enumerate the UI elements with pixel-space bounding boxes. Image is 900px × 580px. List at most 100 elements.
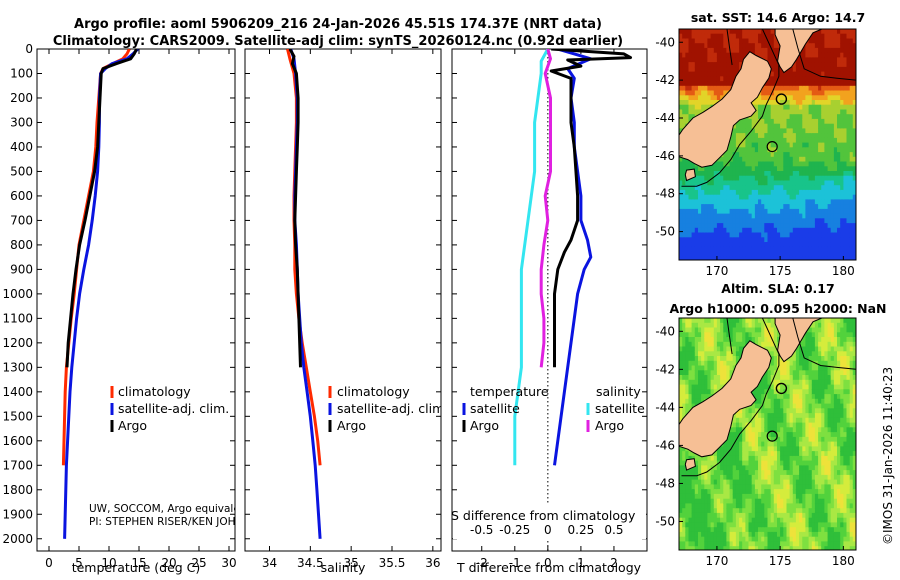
sst-cell [808, 47, 813, 54]
sst-cell [811, 251, 816, 257]
sst-cell [830, 237, 835, 243]
sla-cell [698, 346, 702, 352]
sst-cell [821, 246, 825, 252]
sst-cell [729, 43, 734, 49]
sla-cell [679, 527, 683, 533]
sla-cell [713, 460, 718, 466]
sst-cell [694, 33, 699, 39]
sst-cell [795, 185, 800, 191]
sst-cell [852, 109, 856, 115]
sst-cell [852, 194, 856, 200]
depth-tick-label: 1400 [2, 385, 33, 399]
sla-cell [758, 498, 762, 505]
sst-cell [764, 137, 769, 144]
sst-cell [824, 66, 829, 73]
sla-cell [704, 327, 709, 333]
sla-cell [707, 465, 712, 471]
sst-cell [827, 123, 832, 129]
sst-map-frame [678, 28, 857, 261]
sst-cell [773, 189, 778, 196]
sst-cell [843, 33, 848, 39]
sla-cell [758, 436, 762, 443]
sst-cell [818, 152, 822, 158]
sla-cell [707, 460, 712, 466]
sst-cell [852, 208, 856, 215]
sla-cell [735, 517, 740, 524]
sst-cell [827, 227, 832, 234]
sla-cell [716, 465, 721, 471]
sst-cell [780, 81, 784, 87]
sla-cell [783, 408, 788, 414]
sla-cell [723, 493, 728, 500]
sla-cell [713, 512, 718, 519]
sst-cell [799, 223, 803, 229]
sst-cell [795, 232, 800, 238]
sla-cell [786, 522, 791, 528]
sst-cell [758, 118, 762, 125]
sla-cell [777, 541, 781, 547]
sla-cell [735, 318, 740, 324]
sst-cell [833, 114, 838, 120]
sst-cell [707, 251, 712, 257]
sla-cell [745, 427, 750, 433]
sla-cell [707, 394, 712, 400]
sst-cell [827, 137, 832, 144]
sla-cell [764, 470, 769, 476]
sst-cell [840, 66, 844, 73]
sst-cell [795, 227, 800, 234]
sst-cell [732, 161, 737, 167]
sst-cell [827, 95, 832, 101]
sst-cell [704, 81, 709, 87]
sla-cell [716, 351, 721, 357]
sst-cell [837, 152, 841, 158]
sst-cell [716, 52, 721, 58]
sla-cell [691, 522, 696, 528]
sst-cell [691, 52, 696, 58]
sla-cell [698, 479, 702, 485]
sla-cell [758, 389, 762, 395]
sst-cell [742, 47, 746, 54]
sla-cell [688, 484, 693, 490]
sla-cell [704, 474, 709, 481]
sst-cell [846, 189, 851, 196]
sst-cell [745, 237, 750, 243]
sla-cell [742, 441, 746, 447]
sst-cell [840, 204, 844, 210]
sst-cell [758, 204, 762, 210]
sla-cell [685, 370, 690, 376]
sla-cell [751, 451, 756, 457]
sla-cell [792, 351, 797, 357]
sla-cell [720, 384, 724, 390]
sst-cell [691, 90, 696, 96]
sla-cell [761, 394, 765, 400]
sst-cell [685, 104, 690, 110]
sst-cell [824, 62, 829, 68]
sla-cell [770, 322, 775, 329]
sst-cell [821, 156, 825, 163]
sla-cell [795, 517, 800, 524]
sla-cell [716, 508, 721, 514]
sla-cell [795, 370, 800, 376]
sst-cell [827, 52, 832, 58]
sla-cell [698, 527, 702, 533]
sla-cell [732, 470, 737, 476]
sst-cell [723, 166, 728, 172]
sst-cell [770, 256, 775, 260]
sst-cell [764, 47, 769, 54]
sst-cell [833, 62, 838, 68]
sst-cell [830, 171, 835, 177]
sst-cell [840, 118, 844, 125]
sla-cell [789, 384, 794, 390]
sst-cell [773, 66, 778, 73]
sst-cell [720, 81, 724, 87]
sst-cell [780, 208, 784, 215]
sst-cell [726, 52, 731, 58]
sst-cell [770, 147, 775, 153]
sst-cell [735, 66, 740, 73]
sst-cell [732, 71, 737, 77]
sst-cell [833, 33, 838, 39]
sst-cell [852, 71, 856, 77]
sst-cell [748, 152, 753, 158]
sst-cell [802, 57, 807, 63]
sst-cell [701, 175, 705, 181]
